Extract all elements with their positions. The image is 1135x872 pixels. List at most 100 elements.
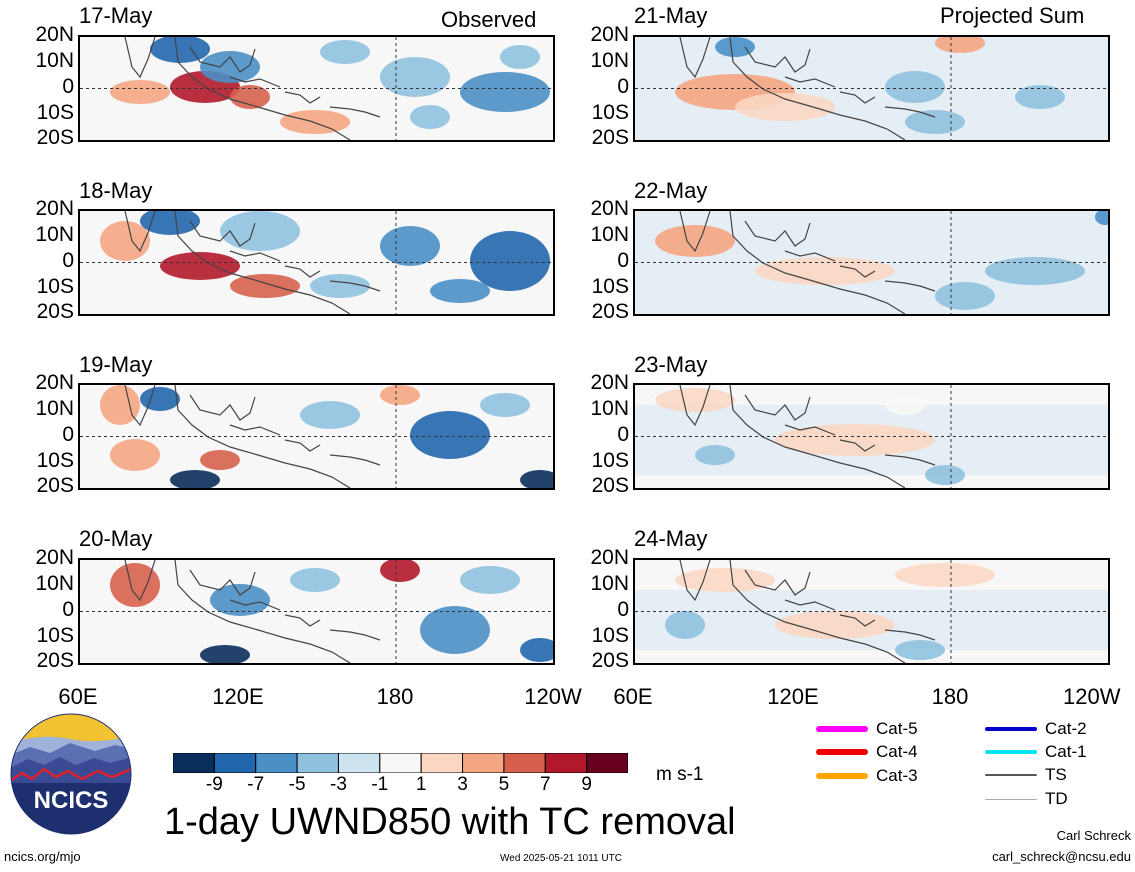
- colorbar-swatch-6: [420, 752, 464, 774]
- tc-legend-line-cat-2: [985, 727, 1037, 731]
- anomaly-shade: [280, 110, 350, 134]
- lat-label-left-row4-2: 0: [62, 598, 74, 621]
- anomaly-shade: [290, 568, 340, 592]
- tc-legend-line-cat-1: [985, 750, 1037, 754]
- lon-label-left-180: 180: [376, 684, 414, 709]
- anomaly-shade: [110, 563, 160, 607]
- anomaly-shade: [985, 257, 1085, 285]
- lon-label-right-180: 180: [931, 684, 969, 709]
- lat-label-right-row3-0: 20N: [590, 371, 629, 394]
- date-label-observed-1: 17-May: [79, 3, 153, 28]
- anomaly-shade: [775, 611, 895, 639]
- map-panel-projected-1: [633, 35, 1110, 142]
- map-panel-projected-2: [633, 209, 1110, 316]
- coastline: [679, 385, 936, 488]
- lat-label-right-row1-2: 0: [617, 75, 629, 98]
- date-label-observed-2: 18-May: [79, 178, 153, 203]
- lat-label-left-row4-4: 20S: [36, 649, 74, 672]
- colorbar-label-1: -7: [247, 774, 265, 795]
- anomaly-shade: [655, 388, 735, 412]
- anomaly-shade: [380, 385, 420, 405]
- anomaly-shade: [905, 110, 965, 134]
- tc-legend-line-cat-5: [816, 726, 868, 732]
- anomaly-shade: [220, 211, 300, 251]
- colorbar-label-0: -9: [205, 774, 223, 795]
- logo-text: NCICS: [33, 787, 109, 814]
- anomaly-shade: [500, 45, 540, 69]
- colorbar-swatch-4: [337, 752, 381, 774]
- anomaly-shade: [200, 645, 250, 663]
- anomaly-shade: [655, 225, 735, 257]
- coastline: [679, 37, 936, 140]
- anomaly-shade: [885, 71, 945, 103]
- tc-legend-label-cat-2: Cat-2: [1045, 719, 1087, 738]
- lon-label-right-60e: 60E: [613, 684, 653, 709]
- anomaly-shade: [755, 257, 895, 285]
- anomaly-shade: [100, 221, 150, 261]
- date-label-observed-4: 20-May: [79, 526, 153, 551]
- lat-label-right-row4-2: 0: [617, 598, 629, 621]
- anomaly-shade: [895, 563, 995, 587]
- lat-label-right-row4-4: 20S: [591, 649, 629, 672]
- lat-label-right-row4-3: 10S: [591, 624, 629, 647]
- coastline: [679, 560, 936, 663]
- anomaly-shade: [520, 638, 553, 662]
- lat-label-left-row1-2: 0: [62, 75, 74, 98]
- tc-legend-line-td: [985, 798, 1037, 800]
- lat-label-left-row2-1: 10N: [35, 223, 74, 246]
- coastline: [124, 211, 381, 314]
- footer-author: Carl Schreck: [1056, 828, 1131, 843]
- lat-label-right-row4-1: 10N: [590, 572, 629, 595]
- anomaly-shade: [230, 274, 300, 298]
- lat-label-left-row1-3: 10S: [36, 101, 74, 124]
- lat-label-right-row1-1: 10N: [590, 49, 629, 72]
- lat-label-left-row1-0: 20N: [35, 23, 74, 46]
- colorbar-label-4: -1: [371, 774, 389, 795]
- coastline: [124, 560, 381, 663]
- anomaly-shade: [170, 470, 220, 488]
- anomaly-shade: [1095, 211, 1108, 225]
- anomaly-shade: [300, 401, 360, 429]
- lon-label-left-60e: 60E: [58, 684, 98, 709]
- lat-label-left-row3-3: 10S: [36, 449, 74, 472]
- anomaly-shade: [665, 611, 705, 639]
- anomaly-shade: [380, 560, 420, 582]
- lon-label-left-120w: 120W: [524, 684, 582, 709]
- anomaly-shade: [150, 37, 210, 63]
- anomaly-shade: [410, 105, 450, 129]
- coastline: [124, 385, 381, 488]
- anomaly-shade: [885, 395, 925, 415]
- lon-label-right-120e: 120E: [767, 684, 819, 709]
- lat-label-left-row3-4: 20S: [36, 474, 74, 497]
- lat-label-right-row2-2: 0: [617, 249, 629, 272]
- colorbar-swatch-3: [296, 752, 339, 774]
- date-label-projected-2: 22-May: [634, 178, 708, 203]
- lat-label-left-row3-2: 0: [62, 423, 74, 446]
- colorbar-swatch-1: [213, 752, 257, 774]
- footer-timestamp: Wed 2025-05-21 1011 UTC: [500, 853, 622, 864]
- date-label-projected-1: 21-May: [634, 3, 708, 28]
- lat-label-right-row1-4: 20S: [591, 126, 629, 149]
- coastline: [679, 211, 936, 314]
- anomaly-shade: [520, 470, 553, 488]
- lat-label-left-row4-3: 10S: [36, 624, 74, 647]
- anomaly-shade: [140, 211, 200, 235]
- anomaly-shade: [380, 226, 440, 266]
- anomaly-shade: [380, 57, 450, 97]
- anomaly-shade: [895, 640, 945, 660]
- tc-legend-line-ts: [985, 774, 1037, 776]
- anomaly-shade: [110, 439, 160, 471]
- map-panel-observed-1: [78, 35, 555, 142]
- lat-label-right-row4-0: 20N: [590, 546, 629, 569]
- colorbar-units: m s-1: [656, 764, 704, 785]
- colorbar-label-5: 1: [415, 774, 427, 795]
- tc-legend-label-cat-3: Cat-3: [876, 766, 918, 785]
- anomaly-shade: [420, 606, 490, 654]
- colorbar-label-2: -5: [288, 774, 306, 795]
- anomaly-shade: [935, 282, 995, 310]
- anomaly-shade: [460, 566, 520, 594]
- tc-legend-line-cat-4: [816, 749, 868, 755]
- colorbar-label-9: 9: [581, 774, 592, 795]
- tc-legend-label-cat-1: Cat-1: [1045, 742, 1087, 761]
- map-panel-projected-3: [633, 383, 1110, 490]
